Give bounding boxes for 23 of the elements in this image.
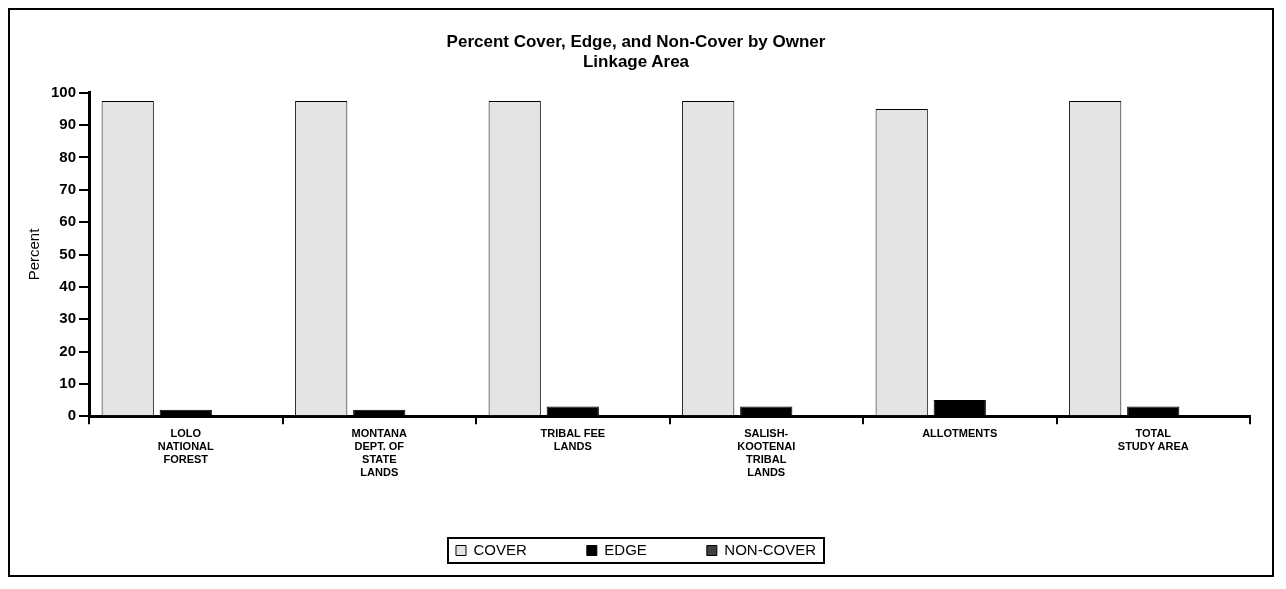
legend-label: COVER <box>473 540 527 558</box>
x-tick-label: MONTANA DEPT. OF STATE LANDS <box>351 426 408 479</box>
x-tick-label: TRIBAL FEE LANDS <box>540 426 606 453</box>
y-tick-label: 80 <box>59 147 77 165</box>
y-tick-label: 20 <box>59 341 77 359</box>
y-tick-label: 0 <box>67 406 77 424</box>
y-tick-label: 60 <box>59 212 77 230</box>
y-tick-label: 100 <box>51 82 77 100</box>
x-tick-label: TOTAL STUDY AREA <box>1117 426 1189 453</box>
y-tick-label: 70 <box>59 179 77 197</box>
x-tick-label: LOLO NATIONAL FOREST <box>157 426 215 466</box>
y-tick-label: 90 <box>59 115 77 133</box>
y-axis-title: Percent <box>25 227 43 281</box>
y-tick-label: 10 <box>59 374 77 391</box>
legend-label: EDGE <box>604 540 647 558</box>
y-tick-label: 50 <box>59 244 77 262</box>
y-tick-label: 40 <box>59 276 77 294</box>
x-tick-label: SALISH-KOOTENAI TRIBAL LANDS <box>737 426 796 479</box>
x-tick-label: ALLOTMENTS <box>922 426 998 439</box>
text: Linkage Area <box>582 52 690 72</box>
text: Percent Cover, Edge, and Non-Cover by Owner <box>446 31 826 51</box>
legend-label: NON-COVER <box>724 540 817 558</box>
y-tick-label: 30 <box>59 309 77 327</box>
